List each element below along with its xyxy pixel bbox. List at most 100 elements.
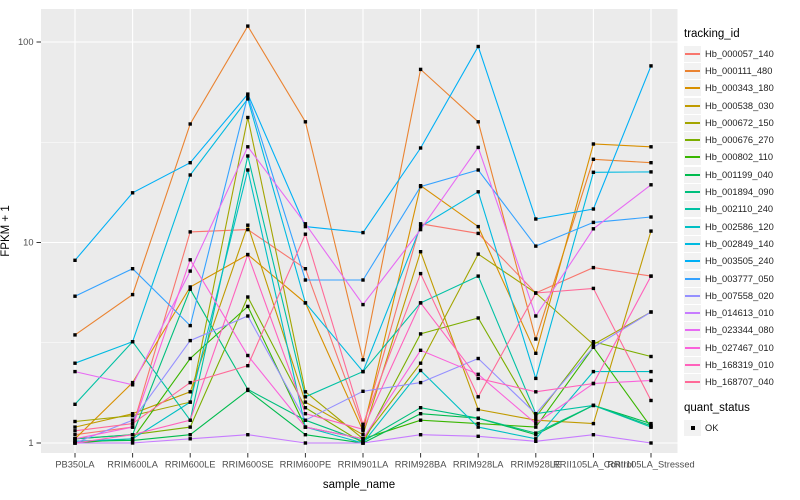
data-point: [188, 161, 192, 165]
data-point: [591, 157, 596, 161]
legend-key-line-icon: [684, 62, 701, 79]
legend-entry: Hb_000111_480: [684, 62, 798, 79]
legend-key-line-icon: [684, 114, 701, 131]
x-axis-title: sample_name: [322, 479, 396, 491]
legend-entry: Hb_007558_020: [684, 287, 798, 304]
data-point: [246, 364, 250, 368]
data-point: [246, 97, 250, 101]
data-point: [476, 416, 480, 420]
data-point: [476, 224, 480, 229]
data-point: [73, 425, 77, 429]
legend-entry-label: Hb_001894_090: [705, 187, 774, 198]
data-point: [591, 340, 596, 344]
data-point: [591, 207, 596, 211]
x-tick-label: RRII105LA_Control: [553, 460, 634, 470]
legend-entry: Hb_168319_010: [684, 356, 798, 373]
data-point: [188, 356, 192, 361]
data-point: [246, 353, 250, 358]
x-tick-label: RRII105LA_Stressed: [607, 460, 694, 470]
data-point: [418, 412, 423, 416]
x-tick-label: RRIM600SE: [222, 460, 274, 470]
legend-key-line-icon: [684, 45, 701, 62]
data-point: [649, 421, 653, 426]
data-point: [418, 271, 423, 276]
data-point: [130, 340, 135, 344]
data-point: [246, 387, 250, 392]
legend-entry-label: Hb_002849_140: [705, 238, 774, 249]
data-point: [188, 173, 192, 177]
data-point: [534, 217, 538, 221]
legend-entry-label: Hb_007558_020: [705, 290, 774, 301]
x-tick-label: RRIM600PE: [280, 460, 332, 470]
legend-entry-label: Hb_002586_120: [705, 221, 774, 232]
data-point: [246, 154, 250, 158]
data-point: [246, 145, 250, 149]
data-point: [418, 227, 423, 232]
legend-key-square-icon: [684, 419, 701, 436]
data-point: [476, 407, 480, 412]
data-point: [303, 232, 308, 236]
legend-entry: Hb_001894_090: [684, 183, 798, 201]
data-point: [476, 316, 480, 320]
data-point: [303, 418, 308, 422]
data-point: [361, 422, 365, 426]
legend-entry: Hb_000676_270: [684, 131, 798, 149]
legend-key-line-icon: [684, 305, 701, 322]
data-point: [534, 390, 538, 394]
data-point: [534, 291, 538, 295]
data-point: [476, 231, 480, 236]
y-axis-title: FPKM + 1: [0, 205, 12, 257]
data-point: [303, 441, 308, 445]
data-point: [476, 274, 480, 278]
data-point-markers: [73, 24, 653, 445]
data-point: [246, 168, 250, 172]
data-point: [476, 190, 480, 194]
data-point: [591, 342, 596, 347]
data-point: [649, 310, 653, 314]
legend-title-tracking-id: tracking_id: [684, 28, 740, 40]
data-point: [591, 265, 596, 270]
data-point: [303, 395, 308, 399]
legend-key-line-icon: [684, 149, 701, 166]
data-point: [418, 406, 423, 410]
data-point: [73, 361, 77, 365]
data-point: [188, 122, 192, 126]
legend-title-quant-status: quant_status: [684, 401, 750, 414]
data-point: [188, 230, 192, 234]
data-point: [591, 286, 596, 291]
legend-entry-label: Hb_000672_150: [705, 117, 774, 128]
tick-labels: 1 10 100 PB350LA RRIM600LA RRIM600LE RRIM600SE…: [18, 37, 695, 469]
data-point: [361, 230, 365, 235]
legend-entry-label: Hb_000343_180: [705, 83, 774, 94]
data-point: [130, 383, 135, 387]
data-point: [418, 222, 423, 226]
data-point: [130, 433, 135, 437]
legend-key-line-icon: [684, 374, 701, 391]
x-tick-label: RRIM600LA: [107, 460, 158, 470]
x-tick-label: RRIM901LA: [338, 460, 389, 470]
legend: tracking_id Hb_000057_140 Hb_000111_480 Hb…: [684, 28, 798, 436]
data-point: [649, 183, 653, 187]
data-point: [246, 433, 250, 437]
data-point: [649, 170, 653, 174]
data-point: [418, 224, 423, 229]
data-point: [130, 418, 135, 422]
data-point: [246, 24, 250, 28]
data-point: [303, 412, 308, 416]
data-point: [534, 412, 538, 416]
legend-entry-label: Hb_168707_040: [705, 377, 774, 388]
data-point: [649, 369, 653, 374]
data-point: [303, 222, 308, 226]
data-point: [476, 421, 480, 426]
data-point: [303, 301, 308, 305]
data-point: [361, 302, 365, 307]
axis-ticks: [36, 41, 652, 458]
data-point: [418, 146, 423, 150]
data-point: [649, 215, 653, 219]
legend-key-line-icon: [684, 253, 701, 270]
data-point: [188, 269, 192, 273]
data-point: [476, 44, 480, 49]
data-point: [130, 421, 135, 426]
x-tick-label: RRIM928BA: [395, 460, 447, 470]
